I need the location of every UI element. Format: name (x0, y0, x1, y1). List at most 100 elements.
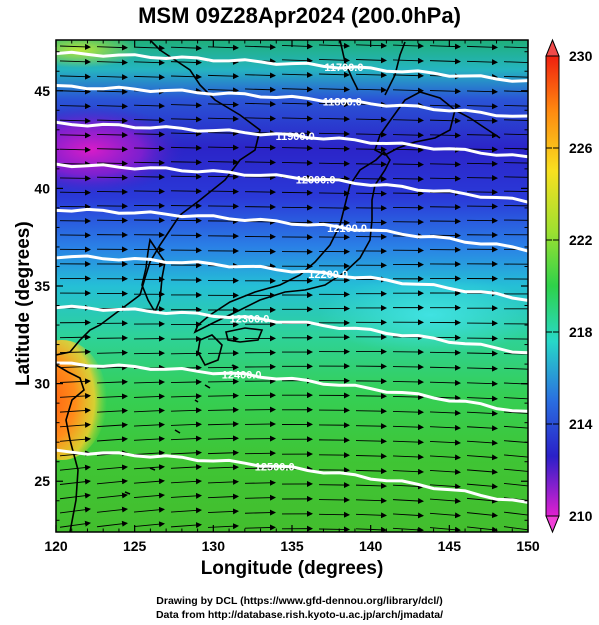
wind-arrow (503, 46, 528, 49)
wind-arrow (96, 74, 128, 81)
wind-arrow (170, 45, 202, 52)
wind-arrow (170, 492, 202, 499)
wind-arrow (207, 130, 239, 137)
wind-arrow (429, 439, 461, 446)
wind-arrow (207, 392, 239, 399)
wind-arrow (355, 482, 387, 489)
wind-arrow (170, 144, 202, 151)
colorbar-ticks: 230 226 222 218 214 210 (546, 48, 593, 524)
contour-label: 11700.0 (324, 62, 363, 74)
wind-arrow (207, 421, 239, 428)
wind-arrow (429, 526, 461, 532)
wind-arrow (96, 59, 128, 66)
wind-arrow (244, 450, 276, 457)
wind-arrow (133, 145, 165, 152)
wind-arrow (59, 520, 91, 528)
wind-arrow (392, 379, 424, 386)
wind-arrow (429, 88, 461, 95)
wind-arrow (429, 175, 461, 182)
wind-arrow (392, 497, 424, 504)
wind-arrow (133, 492, 165, 499)
wind-arrow (96, 407, 128, 414)
wind-arrow (170, 464, 202, 471)
wind-arrow (59, 478, 91, 485)
wind-arrow (466, 395, 498, 402)
wind-arrow (429, 161, 461, 168)
wind-arrow (318, 42, 350, 49)
wind-arrow (96, 160, 128, 167)
credit-data: Data from http://database.rish.kyoto-u.a… (155, 609, 444, 621)
colorbar-tick-label: 230 (569, 48, 593, 64)
wind-arrow (503, 367, 528, 370)
wind-arrow (96, 520, 128, 528)
wind-arrow (96, 88, 128, 95)
wind-arrow (207, 144, 239, 151)
wind-arrow (429, 58, 461, 65)
wind-arrow (207, 87, 239, 94)
wind-arrow (466, 88, 498, 95)
wind-arrow (244, 144, 276, 151)
wind-arrow (59, 117, 91, 124)
y-axis-ticks: 25 30 35 40 45 (34, 51, 528, 521)
wind-arrow (355, 57, 387, 64)
contour-label: 12200.0 (308, 269, 348, 281)
wind-arrow (318, 71, 350, 78)
wind-arrow (503, 411, 528, 414)
wind-arrow (170, 507, 202, 514)
wind-arrow (133, 379, 165, 386)
wind-arrow (244, 44, 276, 51)
wind-arrow (170, 102, 202, 109)
wind-arrow (170, 159, 202, 166)
wind-arrow (392, 409, 424, 416)
wind-arrow (96, 132, 128, 139)
wind-vectors (59, 42, 528, 532)
wind-arrow (281, 86, 313, 93)
wind-arrow (170, 435, 202, 442)
wind-arrow (59, 436, 91, 443)
wind-arrow (355, 72, 387, 79)
wind-arrow (503, 162, 528, 164)
wind-arrow (281, 57, 313, 64)
wind-arrow (133, 74, 165, 81)
contour-line (56, 304, 528, 355)
colorbar-min-arrow (545, 515, 560, 534)
wind-arrow (318, 526, 350, 532)
wind-arrow (170, 393, 202, 400)
wind-arrow (59, 58, 91, 65)
wind-arrow (355, 86, 387, 93)
wind-arrow (392, 132, 424, 139)
x-axis-label: Longitude (degrees) (200, 558, 384, 579)
wind-arrow (392, 453, 424, 460)
wind-arrow (59, 175, 91, 182)
wind-arrow (170, 522, 202, 529)
wind-arrow (96, 103, 128, 110)
wind-arrow (133, 450, 165, 456)
wind-arrow (59, 378, 91, 385)
wind-arrow (96, 378, 128, 385)
contour-label: 12300.0 (230, 313, 270, 325)
wind-arrow (503, 61, 528, 63)
x-tick-label: 145 (438, 538, 462, 554)
wind-arrow (503, 75, 528, 78)
wind-arrow (96, 117, 128, 124)
wind-arrow (429, 424, 461, 431)
wind-arrow (96, 436, 128, 443)
wind-arrow (133, 174, 165, 181)
wind-arrow (318, 145, 350, 152)
wind-arrow (355, 453, 387, 460)
wind-arrow (503, 133, 528, 136)
wind-arrow (133, 521, 165, 528)
wind-arrow (59, 492, 91, 500)
wind-arrow (207, 159, 239, 166)
x-axis-ticks: 120 125 130 135 140 145 150 (44, 40, 540, 554)
map-title: MSM 09Z28Apr2024 (200.0hPa) (138, 3, 461, 28)
wind-arrow (466, 365, 498, 372)
wind-arrow (96, 174, 128, 181)
wind-arrow (244, 86, 276, 93)
contour-label: 12000.0 (296, 174, 336, 186)
wind-arrow (281, 100, 313, 107)
wind-arrow (355, 423, 387, 430)
wind-arrow (207, 464, 239, 471)
wind-arrow (355, 175, 387, 182)
contour-label: 12100.0 (327, 223, 367, 235)
